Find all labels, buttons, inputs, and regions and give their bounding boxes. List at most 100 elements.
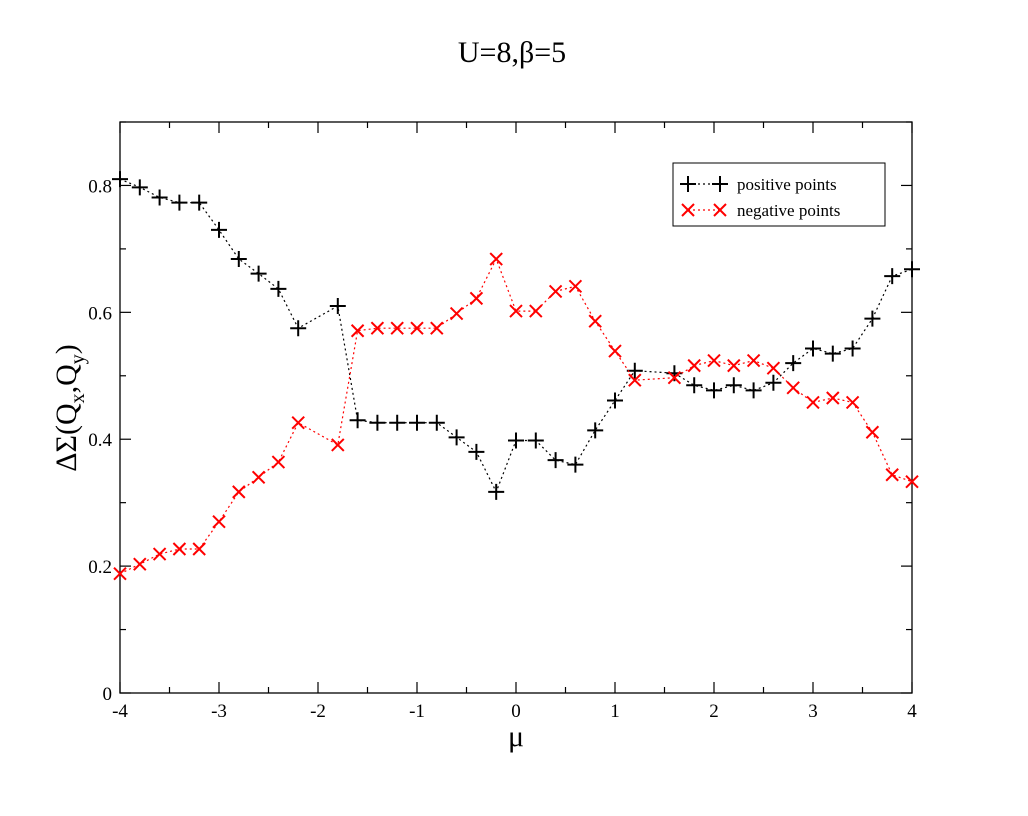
data-point	[746, 353, 761, 368]
data-point	[271, 455, 286, 469]
axis-tick-labels: -4 -3 -2 -1 0 1 2 3 4 0 0.2 0.4 0.6 0.8	[88, 176, 917, 722]
data-point	[864, 310, 881, 327]
data-point	[824, 345, 841, 362]
data-point	[607, 392, 623, 409]
data-point	[567, 456, 584, 473]
x-tick-label: 1	[610, 701, 620, 722]
data-point	[568, 279, 583, 294]
y-tick-label: 0.6	[88, 303, 112, 324]
data-point	[608, 344, 622, 358]
data-point	[529, 304, 543, 318]
data-point	[548, 284, 563, 299]
data-point	[785, 355, 802, 372]
x-tick-label: 0	[511, 701, 521, 722]
data-point	[230, 251, 247, 268]
data-point	[251, 470, 266, 484]
data-point	[329, 297, 346, 314]
data-point	[192, 542, 206, 556]
data-point	[885, 468, 899, 482]
chart-title: U=8,β=5	[458, 36, 566, 69]
data-point	[687, 358, 701, 373]
x-tick-label: 4	[907, 701, 917, 722]
legend-marker-negative	[681, 203, 727, 217]
data-point	[468, 443, 485, 460]
data-point	[488, 483, 505, 500]
data-point	[151, 189, 168, 206]
data-point	[112, 171, 128, 188]
data-point	[587, 422, 604, 439]
data-point	[331, 438, 345, 452]
data-point	[369, 414, 386, 431]
data-point	[449, 306, 464, 321]
data-point	[727, 358, 741, 373]
data-point	[508, 432, 524, 449]
data-point	[370, 321, 385, 335]
legend-marker-positive	[680, 176, 728, 192]
y-tick-label: 0.2	[88, 557, 112, 578]
data-point	[806, 395, 820, 410]
data-point	[745, 382, 762, 399]
data-point	[706, 382, 722, 399]
data-point	[172, 542, 187, 556]
data-point	[350, 324, 365, 338]
data-point	[349, 412, 366, 429]
data-point	[211, 221, 227, 238]
series-line	[119, 257, 913, 575]
y-axis-label-part: ΔΣ(Q	[50, 403, 83, 472]
series-positive-points	[112, 171, 920, 500]
data-point	[826, 391, 840, 405]
data-point	[291, 416, 305, 430]
data-point	[547, 452, 564, 469]
x-axis-label: μ	[508, 720, 524, 753]
data-point	[725, 377, 742, 394]
data-point	[131, 179, 148, 196]
y-tick-label: 0.8	[88, 176, 112, 197]
legend-entry-negative-points: negative points	[681, 201, 840, 220]
x-tick-label: -1	[409, 701, 425, 722]
y-axis-label-subscript: y	[67, 354, 89, 364]
data-point	[686, 377, 703, 394]
y-axis-label-part: ,Q	[50, 364, 83, 394]
series-negative-points	[113, 252, 919, 581]
legend-box	[672, 162, 886, 227]
data-point	[428, 414, 445, 431]
data-point	[865, 425, 880, 439]
data-point	[489, 252, 503, 266]
data-point	[527, 432, 544, 449]
data-point	[626, 362, 643, 379]
data-point	[448, 429, 465, 446]
y-axis-label-subscript: x	[67, 393, 89, 403]
data-point	[290, 320, 307, 337]
y-axis-label: ΔΣ(Qx,Qy)	[50, 344, 89, 472]
data-point	[250, 265, 267, 282]
data-point	[389, 414, 406, 431]
data-point	[805, 340, 821, 357]
legend-entry-positive-points: positive points	[680, 175, 837, 194]
data-point	[667, 370, 682, 385]
x-tick-label: -4	[112, 701, 128, 722]
data-point	[844, 340, 861, 357]
data-point	[766, 361, 781, 375]
data-point	[628, 373, 642, 387]
data-point	[765, 374, 782, 391]
data-point	[786, 381, 800, 395]
x-tick-label: 2	[709, 701, 719, 722]
y-tick-label: 0.4	[88, 430, 112, 451]
data-point	[430, 321, 444, 335]
data-point	[904, 261, 920, 278]
data-point	[171, 194, 188, 211]
data-point	[845, 395, 860, 410]
y-tick-label: 0	[103, 684, 113, 705]
data-point	[390, 321, 404, 335]
legend-label-positive-points: positive points	[737, 175, 837, 194]
data-point	[905, 475, 919, 489]
data-point	[133, 557, 147, 571]
data-point	[232, 485, 246, 499]
data-point	[270, 280, 287, 297]
data-point	[191, 194, 208, 211]
data-point	[113, 567, 127, 581]
data-point	[469, 291, 484, 306]
legend-label-negative-points: negative points	[737, 201, 840, 220]
data-point	[152, 547, 167, 561]
